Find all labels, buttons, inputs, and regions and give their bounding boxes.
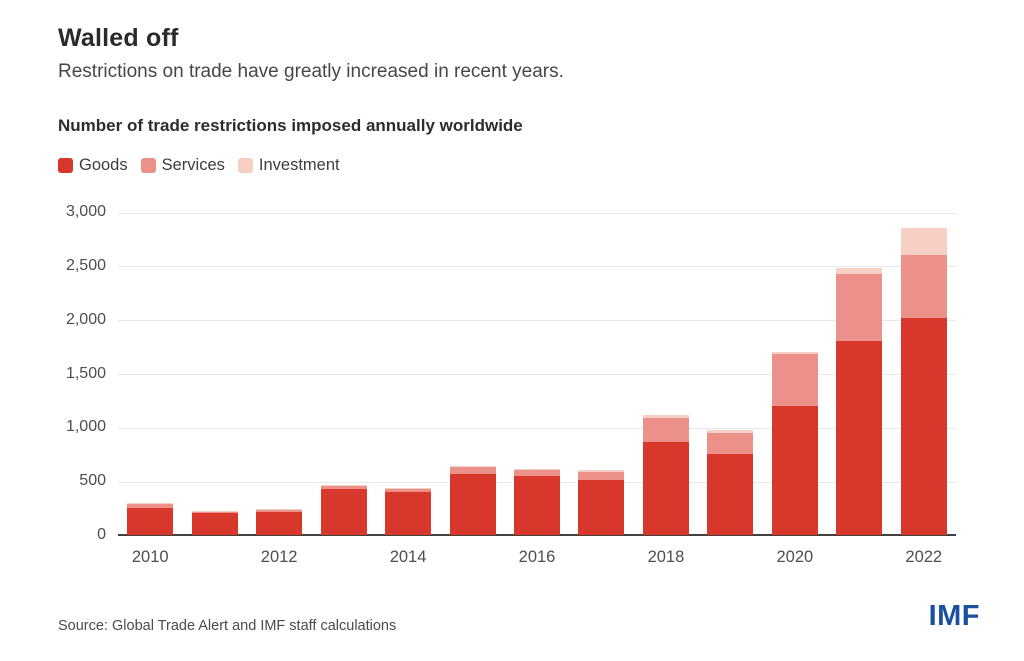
bar-segment-goods-2015 xyxy=(449,473,496,535)
legend-swatch-investment xyxy=(237,158,253,173)
legend-label-services: Services xyxy=(161,156,225,174)
x-axis-label-2018: 2018 xyxy=(647,548,685,566)
bar-2011 xyxy=(191,510,238,535)
source-note: Source: Global Trade Alert and IMF staff… xyxy=(58,618,397,634)
bar-segment-services-2019 xyxy=(707,433,754,455)
bar-segment-goods-2012 xyxy=(256,511,303,535)
gridline-1000 xyxy=(118,427,956,429)
x-axis-label-2014: 2014 xyxy=(389,548,427,566)
bar-segment-services-2012 xyxy=(256,509,303,512)
bar-2021 xyxy=(836,268,883,535)
bar-segment-investment-2013 xyxy=(320,484,367,486)
y-axis-label-1500: 1,500 xyxy=(65,364,106,382)
bar-2010 xyxy=(127,503,174,535)
bar-segment-goods-2021 xyxy=(836,341,883,535)
bar-segment-goods-2010 xyxy=(127,507,174,535)
bar-segment-services-2022 xyxy=(900,255,947,318)
legend-swatch-goods xyxy=(58,158,73,173)
chart-heading: Number of trade restrictions imposed ann… xyxy=(58,116,523,135)
bar-2013 xyxy=(320,484,367,535)
bar-segment-services-2014 xyxy=(385,489,432,493)
bar-segment-goods-2013 xyxy=(320,488,367,535)
y-axis-label-500: 500 xyxy=(79,472,106,490)
x-axis-label-2016: 2016 xyxy=(518,548,556,566)
gridline-3000 xyxy=(118,212,956,214)
bar-segment-investment-2017 xyxy=(578,470,625,472)
bar-segment-investment-2011 xyxy=(191,510,238,512)
bar-segment-services-2018 xyxy=(642,418,689,442)
gridline-1500 xyxy=(118,374,956,375)
x-axis-line xyxy=(118,534,956,536)
bar-segment-investment-2012 xyxy=(256,509,303,510)
legend-item-goods: Goods xyxy=(58,156,128,175)
bar-segment-services-2015 xyxy=(449,467,496,474)
x-axis-label-2022: 2022 xyxy=(905,548,943,566)
y-axis-label-2000: 2,000 xyxy=(65,310,106,328)
bar-segment-services-2020 xyxy=(771,353,818,406)
bar-segment-goods-2017 xyxy=(578,479,625,535)
bar-segment-services-2017 xyxy=(578,471,625,480)
bar-segment-goods-2016 xyxy=(514,475,560,535)
bar-segment-goods-2011 xyxy=(191,512,238,535)
bar-segment-goods-2018 xyxy=(642,441,689,535)
bar-2014 xyxy=(385,488,432,535)
bar-segment-services-2013 xyxy=(320,485,367,489)
bar-segment-services-2010 xyxy=(127,504,174,508)
bar-2018 xyxy=(642,414,689,535)
bar-segment-goods-2019 xyxy=(707,454,754,535)
gridline-2500 xyxy=(118,266,956,268)
page-subtitle: Restrictions on trade have greatly incre… xyxy=(58,61,564,82)
bar-segment-services-2016 xyxy=(514,469,560,476)
bar-segment-investment-2020 xyxy=(771,351,818,354)
y-axis-label-0: 0 xyxy=(97,526,106,543)
legend-swatch-services xyxy=(140,158,156,173)
x-axis-label-2010: 2010 xyxy=(131,548,169,566)
bar-segment-investment-2018 xyxy=(642,414,689,419)
plot-area: 2010 2012 2014 2016 2018 2020 2022 xyxy=(118,212,956,566)
bar-segment-investment-2016 xyxy=(514,468,560,470)
bar-2020 xyxy=(771,351,818,535)
y-axis-label-1000: 1,000 xyxy=(65,418,106,436)
bar-segment-goods-2014 xyxy=(385,492,432,535)
bar-2017 xyxy=(578,470,625,535)
chart-legend: Goods Services Investment xyxy=(58,156,340,175)
bar-segment-services-2021 xyxy=(836,273,883,342)
bar-segment-investment-2022 xyxy=(900,228,947,256)
legend-item-services: Services xyxy=(140,156,225,175)
bar-segment-investment-2021 xyxy=(836,268,883,274)
bar-2022 xyxy=(900,228,947,535)
bar-segment-investment-2019 xyxy=(707,430,754,434)
bar-segment-goods-2022 xyxy=(900,317,947,535)
y-axis-label-3000: 3,000 xyxy=(65,203,106,220)
bar-segment-investment-2010 xyxy=(127,503,174,505)
bar-segment-investment-2015 xyxy=(449,465,496,468)
legend-item-investment: Investment xyxy=(237,156,340,175)
bar-2012 xyxy=(256,509,303,535)
bar-segment-investment-2014 xyxy=(385,488,432,490)
legend-label-investment: Investment xyxy=(258,156,340,174)
page-title: Walled off xyxy=(58,24,179,52)
legend-label-goods: Goods xyxy=(79,156,128,174)
bar-2019 xyxy=(707,430,754,535)
x-axis-label-2012: 2012 xyxy=(260,548,298,566)
bar-2015 xyxy=(449,465,496,535)
bar-segment-goods-2020 xyxy=(771,405,818,535)
x-axis-label-2020: 2020 xyxy=(776,548,814,566)
gridline-2000 xyxy=(118,320,956,322)
bar-segment-services-2011 xyxy=(191,511,238,513)
imf-logo: IMF xyxy=(928,600,980,632)
bar-2016 xyxy=(514,468,560,535)
y-axis-label-2500: 2,500 xyxy=(65,256,106,274)
